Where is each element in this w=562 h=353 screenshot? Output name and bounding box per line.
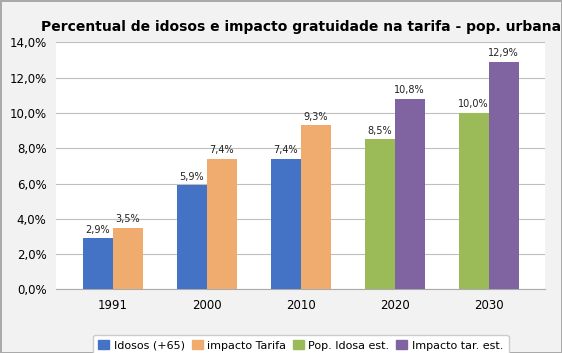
Bar [176, 185, 207, 289]
Legend: Idosos (+65), impacto Tarifa, Pop. Idosa est., Impacto tar. est.: Idosos (+65), impacto Tarifa, Pop. Idosa… [93, 335, 509, 353]
Text: 12,9%: 12,9% [488, 48, 519, 58]
Text: 10,8%: 10,8% [395, 85, 425, 95]
Text: 3,5%: 3,5% [115, 214, 140, 224]
Bar [489, 62, 519, 289]
Text: 8,5%: 8,5% [368, 126, 392, 136]
Bar [459, 113, 489, 289]
Title: Percentual de idosos e impacto gratuidade na tarifa - pop. urbana: Percentual de idosos e impacto gratuidad… [40, 20, 561, 34]
Bar [270, 159, 301, 289]
Bar [83, 238, 112, 289]
Bar [112, 228, 143, 289]
Bar [207, 159, 237, 289]
Bar [365, 139, 395, 289]
Bar [395, 99, 425, 289]
Text: 5,9%: 5,9% [179, 172, 204, 182]
Text: 7,4%: 7,4% [210, 145, 234, 155]
Text: 7,4%: 7,4% [273, 145, 298, 155]
Text: 10,0%: 10,0% [459, 100, 489, 109]
Text: 2,9%: 2,9% [85, 225, 110, 235]
Bar [301, 125, 331, 289]
Text: 9,3%: 9,3% [303, 112, 328, 122]
